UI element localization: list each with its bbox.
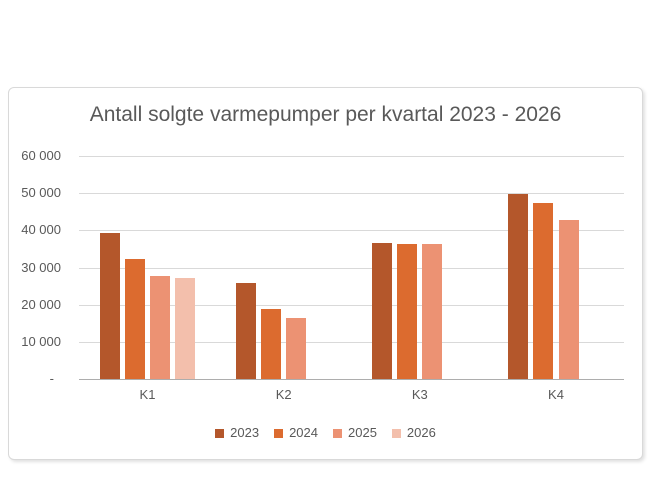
- bar-2024-K4[interactable]: [533, 202, 554, 379]
- bar-2026-K1[interactable]: [175, 277, 196, 379]
- legend-swatch-icon: [215, 428, 225, 438]
- gridline: [79, 341, 624, 343]
- y-axis-tick-label: 50 000: [21, 185, 61, 201]
- legend-item-2025[interactable]: 2025: [333, 426, 377, 440]
- gridline: [79, 156, 624, 157]
- bar-2024-K2[interactable]: [261, 308, 282, 379]
- gridline: [79, 267, 624, 269]
- legend-label: 2025: [348, 425, 377, 440]
- x-axis-tick-label-K1: K1: [139, 387, 156, 402]
- bar-2024-K3[interactable]: [397, 244, 418, 379]
- chart-legend: 2023 2024 2025 2026: [9, 426, 642, 440]
- legend-label: 2026: [406, 425, 436, 440]
- y-axis-tick-label: 10 000: [21, 333, 61, 349]
- legend-item-2023[interactable]: 2023: [215, 426, 259, 440]
- legend-swatch-icon: [391, 428, 401, 438]
- legend-swatch-icon: [333, 428, 342, 438]
- legend-item-2024[interactable]: 2024: [274, 426, 318, 440]
- x-axis-tick-label-K4: K4: [548, 387, 564, 402]
- bar-2024-K1[interactable]: [124, 259, 145, 379]
- bar-2025-K4[interactable]: [558, 220, 579, 379]
- bar-2025-K3[interactable]: [422, 243, 443, 379]
- x-axis-tick-label-K2: K2: [275, 387, 292, 402]
- legend-swatch-icon: [274, 428, 284, 438]
- bar-2025-K1[interactable]: [150, 276, 171, 379]
- y-axis-tick-label: 60 000: [21, 148, 61, 163]
- bar-2025-K2[interactable]: [286, 318, 307, 379]
- bar-2023-K4[interactable]: [508, 194, 529, 379]
- chart-title: Antall solgte varmepumper per kvartal 20…: [89, 103, 562, 126]
- bar-2023-K1[interactable]: [99, 233, 120, 379]
- legend-label: 2024: [289, 425, 318, 440]
- legend-label: 2023: [230, 425, 260, 440]
- y-axis-tick-label: 30 000: [21, 259, 61, 275]
- gridline: [79, 304, 624, 306]
- legend-item-2026[interactable]: 2026: [391, 425, 436, 440]
- bar-2023-K2[interactable]: [235, 283, 256, 379]
- gridline: [79, 193, 624, 195]
- bar-2023-K3[interactable]: [372, 242, 392, 379]
- y-axis-tick-label: -: [49, 371, 54, 386]
- x-axis-line: [79, 379, 624, 380]
- bar-chart[interactable]: Antall solgte varmepumper per kvartal 20…: [8, 87, 643, 460]
- y-axis-tick-label: 40 000: [21, 222, 61, 238]
- y-axis-tick-label: 20 000: [21, 296, 61, 312]
- gridline: [79, 230, 624, 232]
- x-axis-tick-label-K3: K3: [411, 387, 428, 402]
